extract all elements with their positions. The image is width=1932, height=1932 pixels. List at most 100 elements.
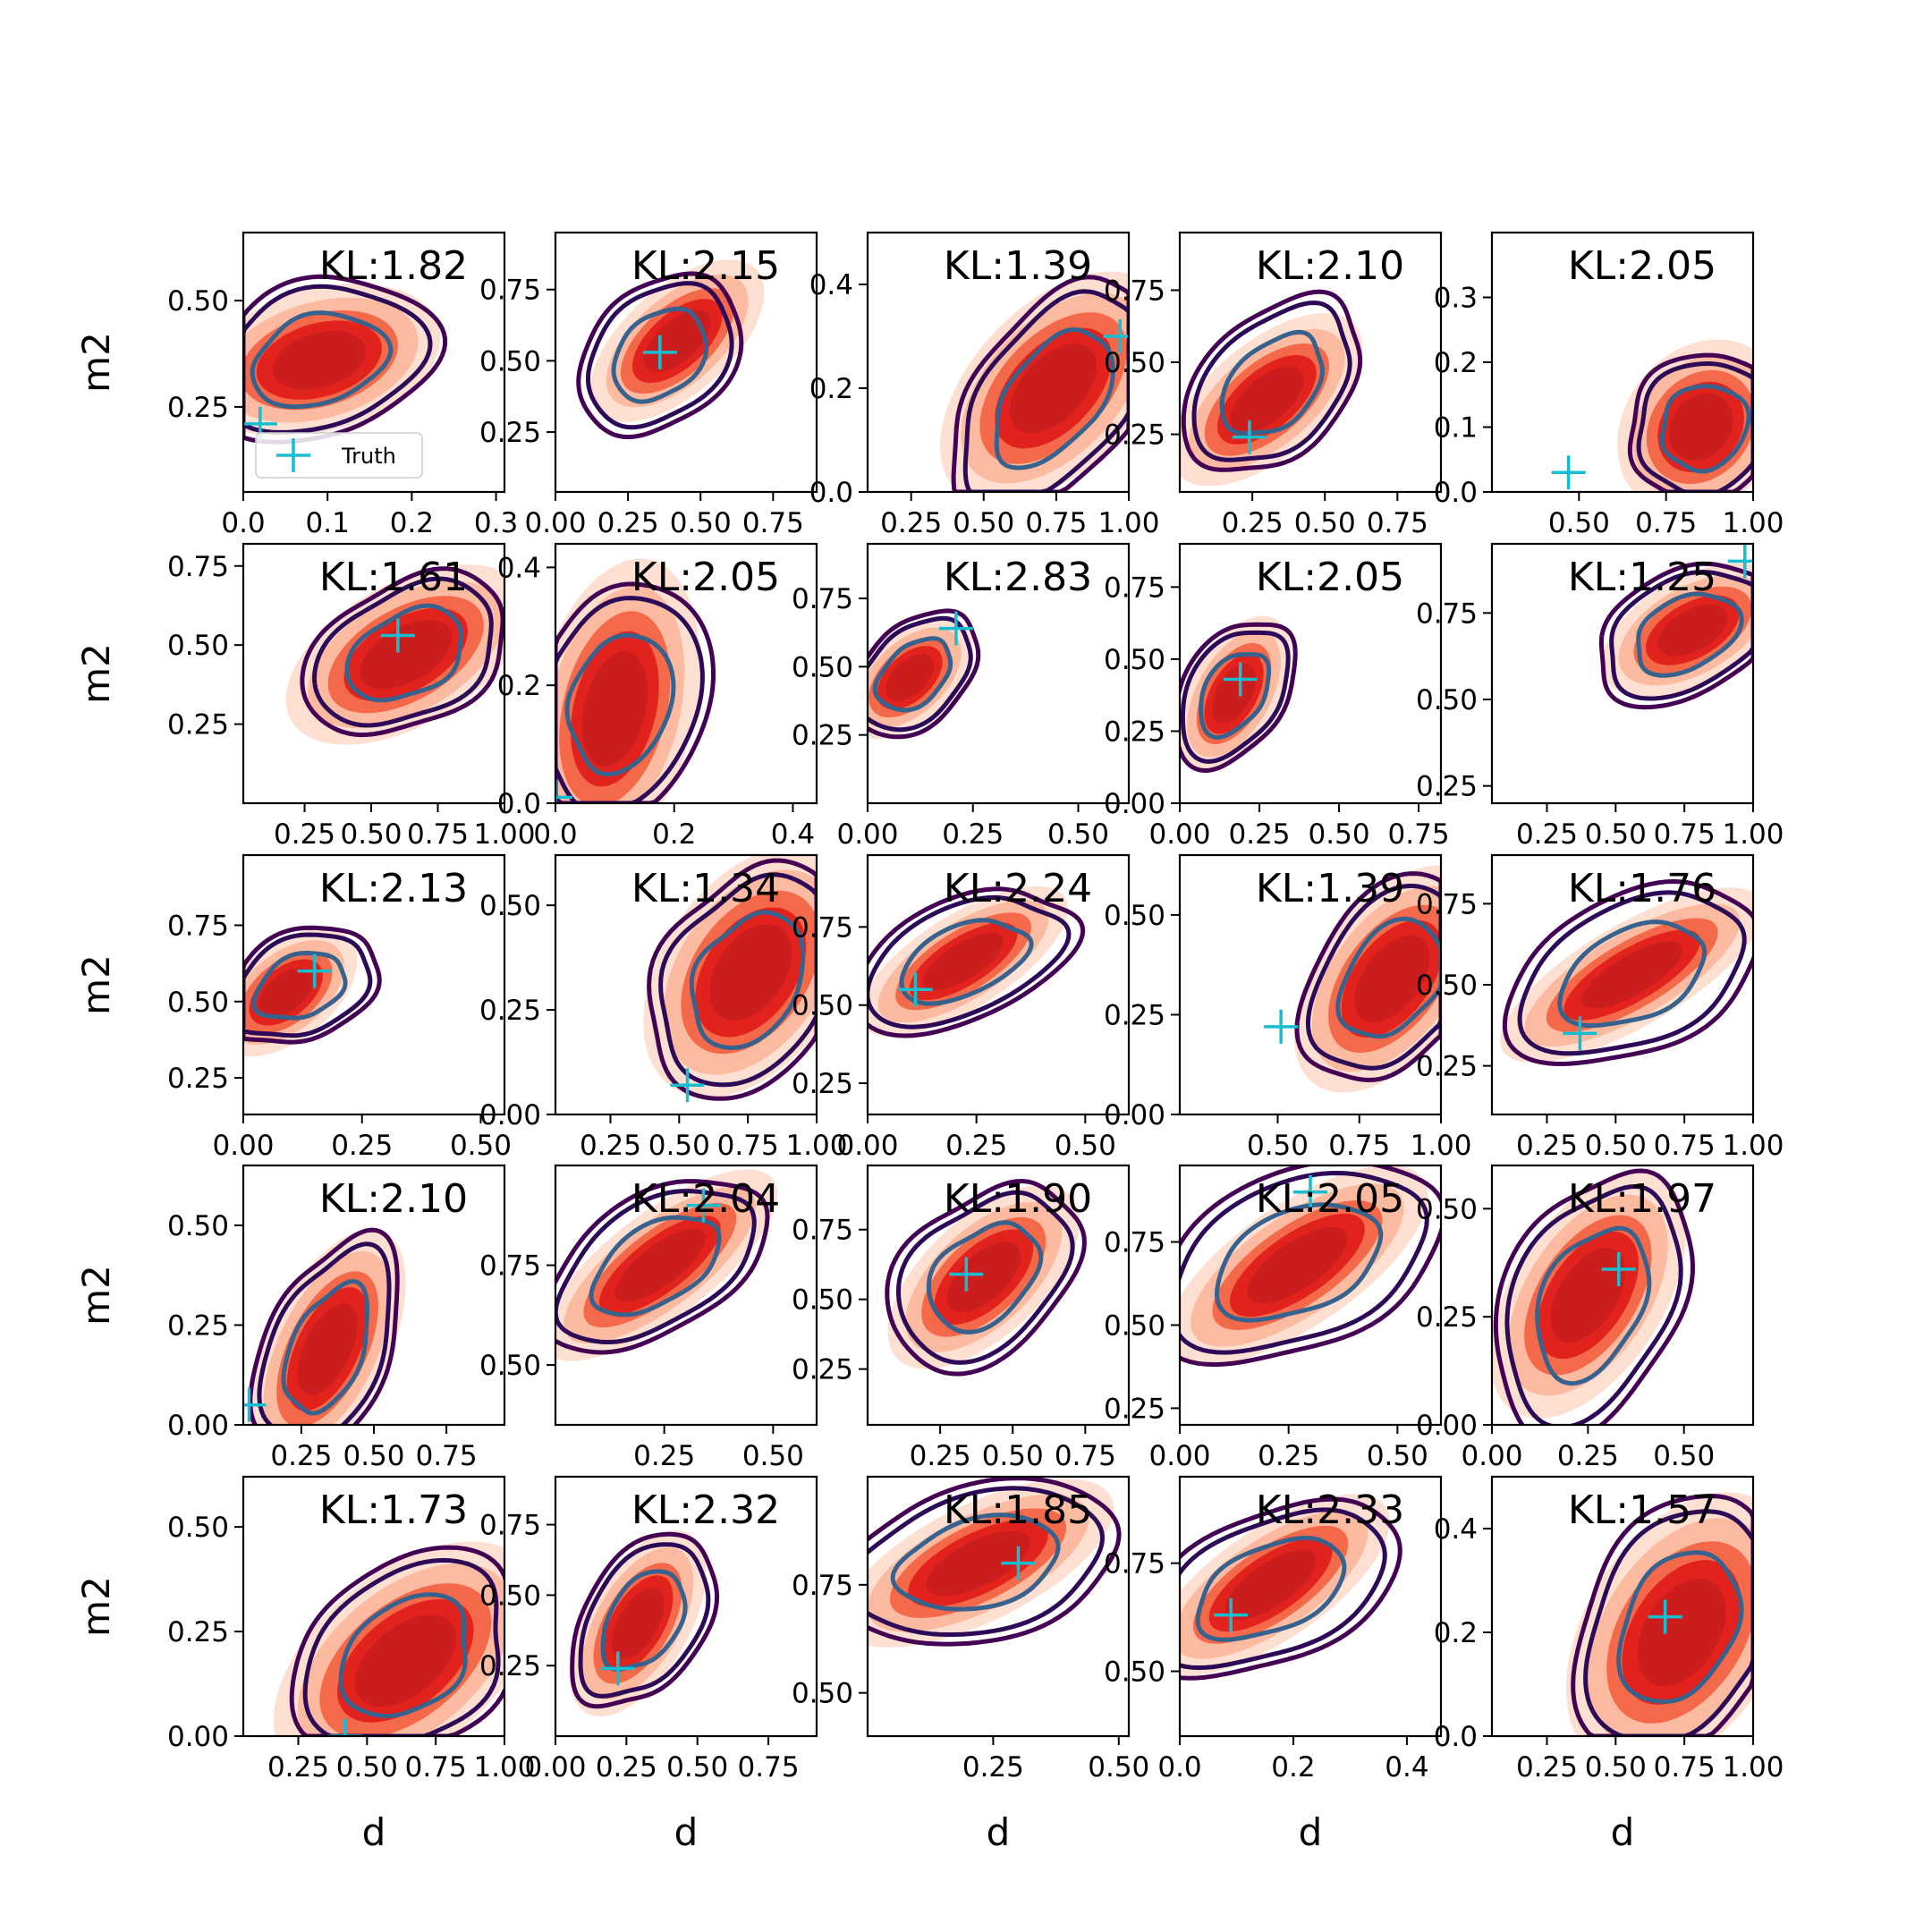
- x-tick-label: 0.0: [1157, 1751, 1201, 1784]
- x-tick-label: 0.25: [1258, 1440, 1319, 1472]
- axes-frame: [1490, 1164, 1755, 1427]
- density-fill-level-5: [1550, 1248, 1626, 1343]
- density-fill-level-5: [923, 932, 1004, 990]
- truth-marker: [327, 1719, 362, 1736]
- reference-contour-1: [243, 925, 382, 1045]
- legend-label: Truth: [341, 444, 396, 469]
- y-tick-label: 0.50: [479, 1350, 541, 1382]
- y-tick-label: 0.2: [1434, 1617, 1478, 1649]
- kl-label: KL:1.57: [1568, 1487, 1716, 1533]
- density-fill-level-5: [1668, 394, 1733, 461]
- truth-marker: [1001, 1546, 1036, 1580]
- x-tick-label: 0.75: [1654, 1751, 1716, 1784]
- x-tick-label: 0.25: [597, 507, 659, 539]
- y-axis-label: m2: [74, 1265, 118, 1326]
- x-tick-label: 0.75: [742, 507, 804, 539]
- panel-1: 0.0 0.1 0.2 0.3 0.25 0.50 KL:1.82 m2 Truth: [74, 231, 518, 539]
- reference-contour-1: [555, 1179, 770, 1355]
- reference-contour-1: [1502, 879, 1753, 1066]
- reference-contour-2: [243, 932, 373, 1038]
- reference-contour-3: [899, 918, 1034, 1006]
- y-tick-label: 0.50: [479, 345, 541, 377]
- truth-marker: [600, 1651, 635, 1686]
- reference-contour-2: [1305, 884, 1441, 1071]
- truth-marker: [1648, 1599, 1682, 1634]
- y-tick-label: 0.75: [167, 551, 229, 583]
- y-tick-label: 0.50: [167, 1210, 229, 1242]
- x-tick-label: 0.50: [1548, 507, 1610, 539]
- reference-contour-1: [243, 274, 448, 445]
- reference-contour-2: [257, 1241, 392, 1425]
- x-tick-label: 1.00: [473, 1751, 535, 1784]
- y-tick-label: 0.25: [792, 720, 853, 752]
- x-axis-label: d: [674, 1810, 699, 1854]
- truth-marker: [1551, 455, 1586, 490]
- kl-label: KL:1.90: [944, 1176, 1092, 1222]
- y-tick-label: 0.50: [1416, 684, 1478, 716]
- reference-contour-3: [250, 310, 394, 410]
- panel-7: 0.0 0.2 0.4 0.0 0.2 0.4 KL:2.05: [497, 542, 818, 851]
- x-tick-label: 0.25: [580, 1130, 641, 1162]
- y-tick-label: 0.25: [1104, 419, 1165, 452]
- x-tick-label: 0.75: [1654, 1130, 1716, 1162]
- y-tick-label: 0.50: [167, 1512, 229, 1544]
- kl-label: KL:1.34: [631, 866, 780, 911]
- y-tick-label: 0.3: [1434, 283, 1478, 315]
- x-tick-label: 0.75: [416, 1440, 478, 1472]
- panel-2: 0.00 0.25 0.50 0.75 0.25 0.50 0.75 KL:2.15: [479, 231, 818, 539]
- x-tick-label: 0.25: [1222, 507, 1284, 539]
- density-fill-level-5: [297, 1302, 358, 1395]
- panel-17: 0.25 0.50 0.50 0.75 KL:2.04: [479, 1164, 818, 1472]
- kl-label: KL:2.05: [1568, 243, 1716, 289]
- reference-contour-3: [1659, 384, 1751, 474]
- reference-contour-2: [658, 872, 817, 1088]
- y-axis-label: m2: [74, 332, 118, 393]
- y-axis-label: m2: [74, 643, 118, 704]
- reference-contour-2: [1180, 1171, 1429, 1355]
- x-tick-label: 0.0: [221, 507, 265, 539]
- x-tick-label: 0.25: [945, 1130, 1007, 1162]
- x-tick-label: 0.50: [1585, 818, 1647, 851]
- axes-frame: [1178, 542, 1443, 805]
- reference-contour-1: [868, 608, 981, 740]
- reference-contour-2: [1180, 1507, 1387, 1670]
- reference-contour-3: [281, 1279, 369, 1416]
- y-tick-label: 0.50: [479, 1580, 541, 1612]
- x-tick-label: 0.00: [524, 1751, 586, 1784]
- x-tick-label: 0.00: [524, 507, 586, 539]
- reference-contour-3: [1215, 1202, 1384, 1323]
- y-tick-label: 0.2: [497, 670, 541, 702]
- truth-marker: [949, 1257, 984, 1292]
- reference-contour-3: [344, 603, 463, 703]
- y-tick-label: 0.25: [479, 417, 541, 449]
- kl-label: KL:1.39: [944, 243, 1092, 289]
- x-tick-label: 1.00: [1722, 507, 1784, 539]
- reference-contour-1: [1180, 622, 1298, 773]
- reference-contour-2: [302, 1557, 501, 1736]
- density-fill-level-5: [1637, 1579, 1726, 1686]
- panel-22: 0.00 0.25 0.50 0.75 0.25 0.50 0.75 KL:2.32 d: [479, 1475, 818, 1854]
- y-tick-label: 0.50: [1104, 644, 1165, 676]
- y-tick-label: 0.4: [497, 552, 541, 584]
- y-tick-label: 0.50: [167, 987, 229, 1019]
- axes-frame: [554, 542, 818, 805]
- y-tick-label: 0.75: [1104, 1227, 1165, 1259]
- y-tick-label: 0.75: [479, 1250, 541, 1283]
- y-tick-label: 0.25: [1416, 1051, 1478, 1083]
- reference-contour-3: [589, 1215, 722, 1318]
- reference-contour-3: [1199, 652, 1272, 740]
- panel-16: 0.25 0.50 0.75 0.00 0.25 0.50 KL:2.10 m2: [74, 1164, 506, 1472]
- x-tick-label: 0.50: [450, 1130, 512, 1162]
- y-tick-label: 0.25: [167, 1616, 229, 1648]
- panel-11: 0.00 0.25 0.50 0.25 0.50 0.75 KL:2.13 m2: [74, 853, 512, 1162]
- y-tick-label: 0.0: [497, 788, 541, 820]
- x-tick-label: 0.25: [596, 1751, 657, 1784]
- y-tick-label: 0.25: [1104, 1393, 1165, 1425]
- x-tick-label: 0.50: [666, 1751, 728, 1784]
- x-tick-label: 1.00: [1097, 507, 1159, 539]
- x-tick-label: 0.25: [1516, 1751, 1578, 1784]
- density-fill-level-5: [1581, 941, 1683, 1009]
- panel-18: 0.25 0.50 0.75 0.25 0.50 0.75 KL:1.90: [792, 1164, 1131, 1472]
- reference-contour-2: [243, 284, 433, 435]
- x-tick-label: 0.75: [1654, 818, 1716, 851]
